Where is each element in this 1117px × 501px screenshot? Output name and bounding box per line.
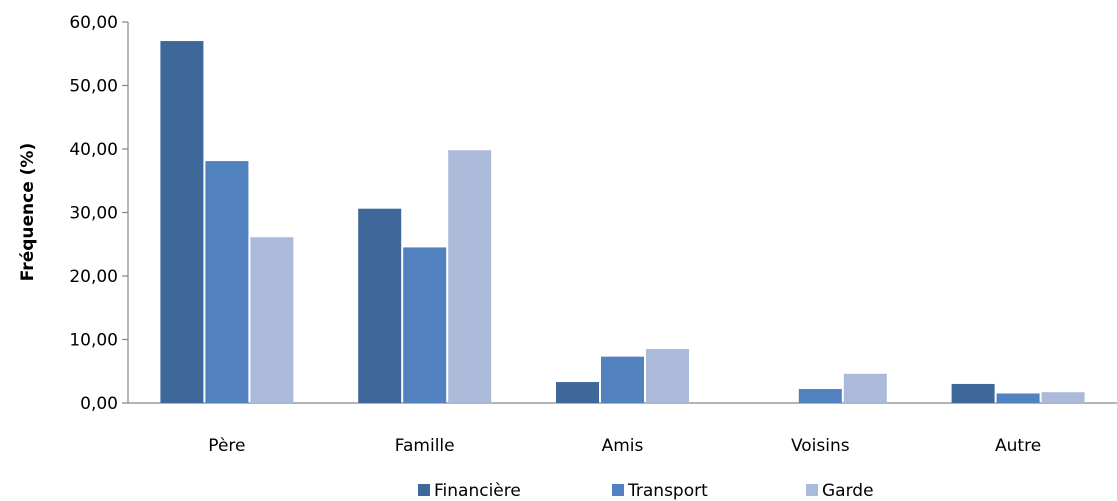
y-tick-label: 40,00 (69, 140, 118, 160)
y-tick-label: 0,00 (80, 394, 118, 414)
y-tick-label: 20,00 (69, 267, 118, 287)
category-label: Amis (602, 436, 644, 456)
y-tick-label: 10,00 (69, 331, 118, 351)
category-label: Père (208, 436, 245, 456)
bar-financière-2 (556, 382, 599, 403)
bar-transport-4 (996, 393, 1040, 403)
y-tick-label: 30,00 (69, 204, 118, 224)
legend-label: Garde (822, 481, 874, 501)
bar-transport-1 (403, 247, 447, 403)
bar-transport-3 (798, 389, 842, 403)
category-label: Famille (395, 436, 455, 456)
category-labels: Père Famille Amis Voisins Autre (208, 436, 1041, 456)
category-label: Voisins (791, 436, 850, 456)
legend-swatch (612, 484, 624, 496)
y-tick-label: 60,00 (69, 13, 118, 33)
legend-swatch (806, 484, 818, 496)
y-axis-label: Fréquence (%) (18, 143, 38, 281)
legend-label: Financière (434, 481, 521, 501)
bar-financière-4 (951, 383, 995, 403)
bar-garde-1 (448, 150, 492, 403)
legend-swatch (418, 484, 430, 496)
bar-transport-2 (601, 356, 644, 403)
bar-garde-0 (250, 237, 294, 403)
bar-garde-3 (843, 373, 887, 403)
legend-label: Transport (627, 481, 708, 501)
bar-garde-4 (1041, 392, 1085, 403)
bar-garde-2 (646, 349, 689, 403)
legend: Financière Transport Garde (418, 481, 874, 501)
y-axis-ticks: 0,00 10,00 20,00 30,00 40,00 50,00 60,00 (69, 13, 128, 414)
bar-transport-0 (205, 161, 249, 403)
bars-group (160, 41, 1085, 404)
bar-financière-0 (160, 41, 204, 404)
y-tick-label: 50,00 (69, 77, 118, 97)
category-label: Autre (995, 436, 1041, 456)
bar-financière-1 (358, 208, 402, 403)
